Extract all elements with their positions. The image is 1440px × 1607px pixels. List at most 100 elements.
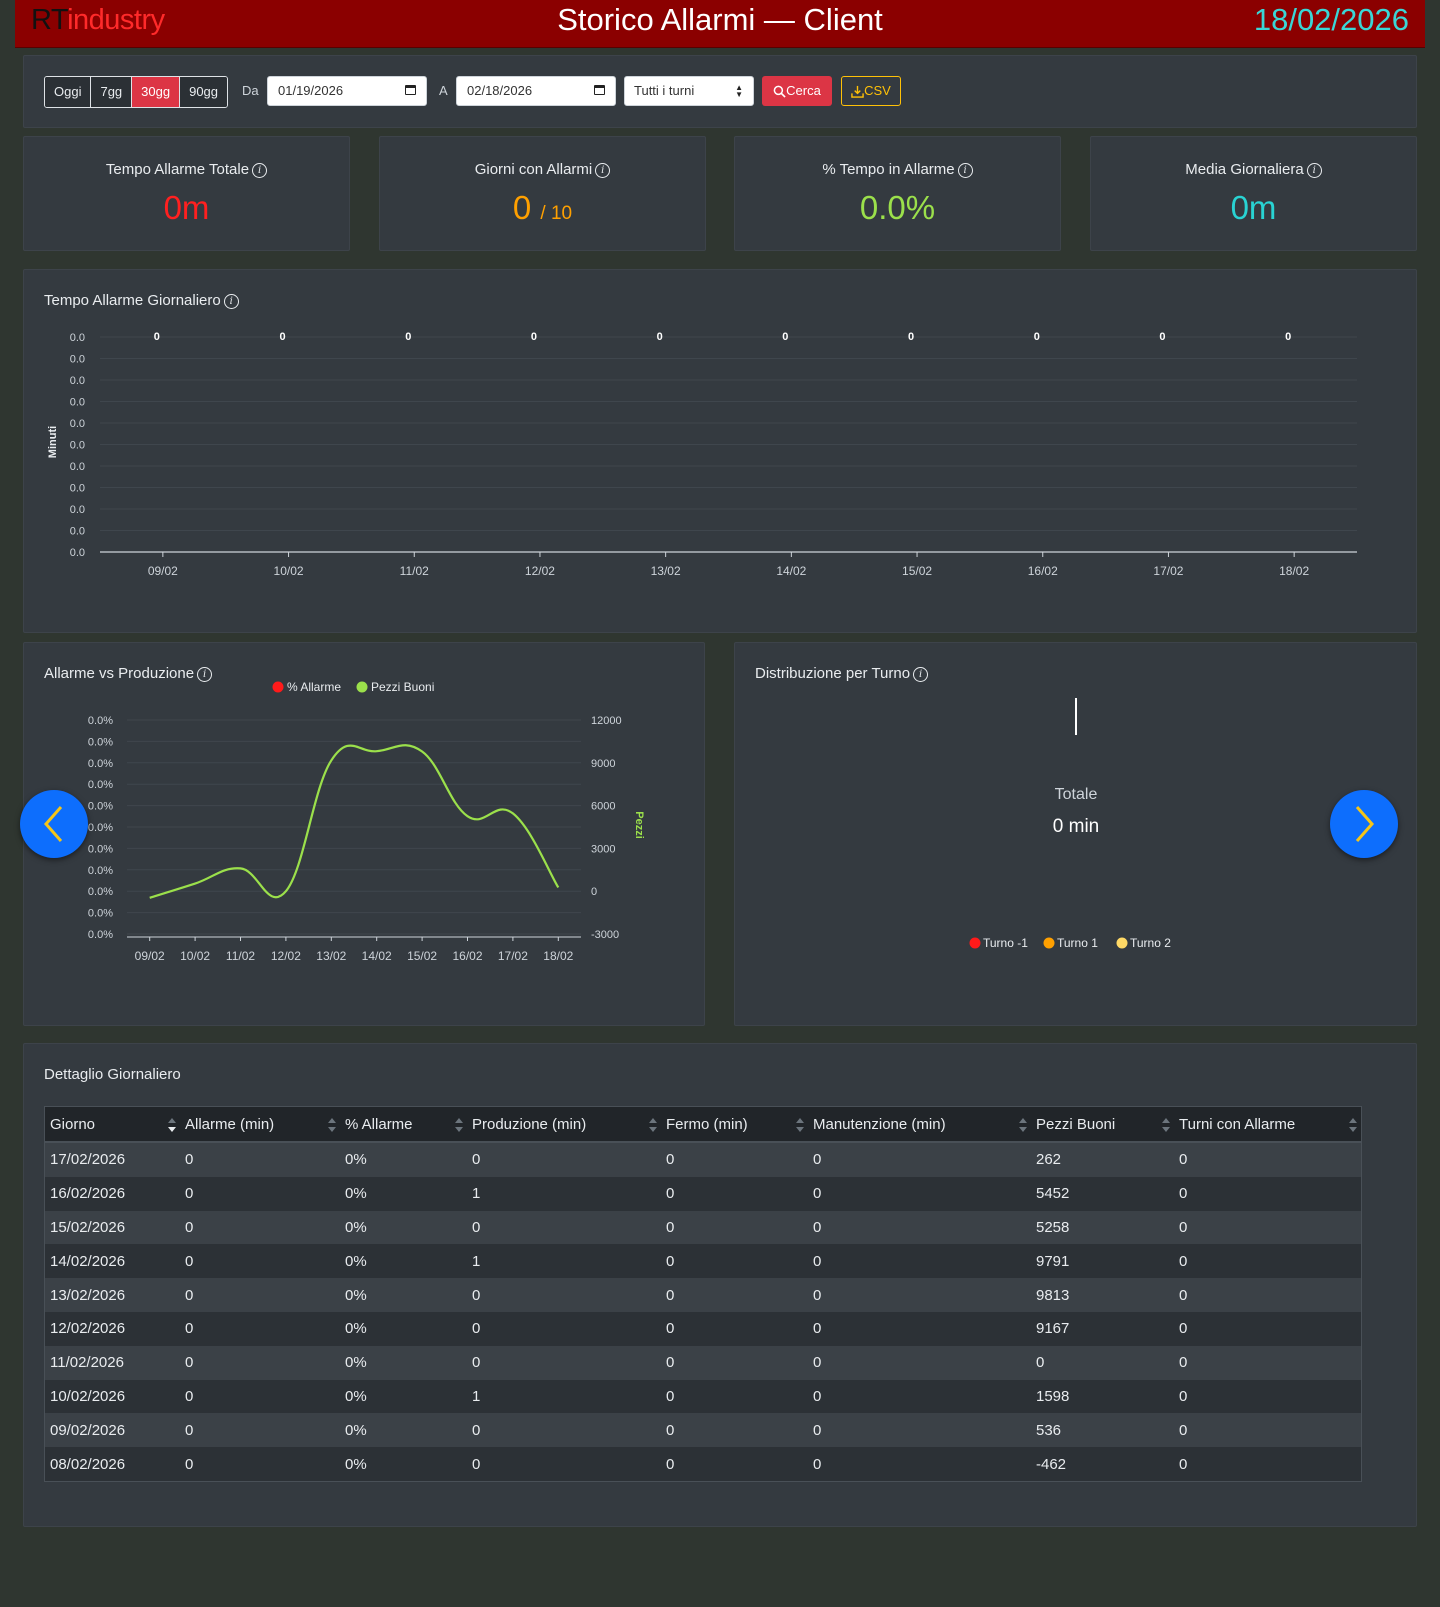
y-right-axis-title: Pezzi xyxy=(633,811,645,839)
table-body: 17/02/2026 0 0% 0 0 0 262 0 16/02/2026 0 0% 1 0 0 5452… xyxy=(44,1142,1362,1482)
sort-icon[interactable] xyxy=(1162,1117,1170,1133)
sort-icon[interactable] xyxy=(649,1117,657,1133)
table-cell: 13/02/2026 xyxy=(44,1278,180,1312)
chart-title: Distribuzione per Turno xyxy=(755,665,911,682)
table-cell: 0 xyxy=(661,1176,808,1211)
series-line-good-pieces xyxy=(149,744,560,899)
y-left-tick-label: 0.0% xyxy=(88,801,113,813)
table-cell: 0 xyxy=(467,1311,661,1346)
x-tick-label: 10/02 xyxy=(274,564,304,578)
table-cell: 0 xyxy=(661,1311,808,1346)
table-cell: 0 xyxy=(1174,1244,1362,1279)
table-cell: 0 xyxy=(1174,1278,1362,1312)
daily-detail-card: Dettaglio Giornaliero Giorno Allarme (mi… xyxy=(23,1043,1417,1527)
table-cell: 0 xyxy=(180,1176,340,1211)
info-icon[interactable]: i xyxy=(197,667,213,682)
column-header-alarm-min[interactable]: Allarme (min) xyxy=(180,1106,340,1143)
bar-data-label: 0 xyxy=(908,331,914,343)
table-cell: 0% xyxy=(340,1379,467,1414)
range-button-30d[interactable]: 30gg xyxy=(132,77,181,107)
table-cell: 0 xyxy=(467,1345,661,1380)
y-right-tick-label: 6000 xyxy=(591,801,615,813)
x-tick-label: 15/02 xyxy=(902,564,932,578)
info-icon[interactable]: i xyxy=(223,294,239,309)
y-right-tick-label: 9000 xyxy=(591,758,615,770)
table-cell: 0 xyxy=(1174,1413,1362,1448)
info-icon[interactable]: i xyxy=(957,163,973,178)
y-left-tick-label: 0.0% xyxy=(88,865,113,877)
daily-alarm-chart-card: Tempo Allarme Giornaliero i 0.0 0.0 0.0 0.0 0… xyxy=(23,269,1417,633)
column-header-good-pieces[interactable]: Pezzi Buoni xyxy=(1031,1106,1174,1143)
column-header-alarm-percent[interactable]: % Allarme xyxy=(340,1106,467,1143)
download-icon xyxy=(851,85,864,98)
carousel-next-button[interactable] xyxy=(1330,790,1398,858)
brand-prefix: RT xyxy=(31,4,68,36)
search-icon xyxy=(773,85,786,98)
table-cell: 5258 xyxy=(1031,1210,1174,1245)
chart-title: Allarme vs Produzione xyxy=(44,665,195,682)
info-icon[interactable]: i xyxy=(913,667,929,682)
y-tick-label: 0.0 xyxy=(70,332,85,344)
table-cell: 0 xyxy=(808,1447,1031,1482)
table-cell: 0 xyxy=(808,1311,1031,1346)
x-tick-label: 15/02 xyxy=(407,949,437,963)
info-icon[interactable]: i xyxy=(252,163,268,178)
range-button-7d[interactable]: 7gg xyxy=(91,77,133,107)
info-icon[interactable]: i xyxy=(595,163,611,178)
column-header-downtime-min[interactable]: Fermo (min) xyxy=(661,1106,808,1143)
carousel-prev-button[interactable] xyxy=(20,790,88,858)
top-header: RTindustry Storico Allarmi — Client 18/0… xyxy=(15,0,1425,48)
sort-icon[interactable] xyxy=(796,1117,804,1133)
table-cell: 0% xyxy=(340,1244,467,1279)
table-cell: 0% xyxy=(340,1210,467,1245)
sort-icon[interactable] xyxy=(1019,1117,1027,1133)
table-cell: 0% xyxy=(340,1278,467,1312)
y-left-tick-label: 0.0% xyxy=(88,758,113,770)
table-cell: 0 xyxy=(180,1311,340,1346)
column-header-shifts-with-alarm[interactable]: Turni con Allarme xyxy=(1174,1106,1362,1143)
sort-icon[interactable] xyxy=(328,1117,336,1133)
column-header-day[interactable]: Giorno xyxy=(44,1106,180,1143)
header-date: 18/02/2026 xyxy=(1253,2,1409,37)
to-date-input[interactable]: 02/18/2026 xyxy=(456,76,616,106)
range-button-90d[interactable]: 90gg xyxy=(180,77,228,107)
range-button-today[interactable]: Oggi xyxy=(45,77,92,107)
table-cell: 0 xyxy=(180,1447,340,1482)
table-cell: 0 xyxy=(467,1278,661,1312)
shift-select[interactable]: Tutti i turni ▲ ▼ xyxy=(624,76,754,106)
calendar-icon[interactable] xyxy=(405,85,416,95)
table-cell: 0% xyxy=(340,1345,467,1380)
table-cell: 17/02/2026 xyxy=(44,1142,180,1177)
x-tick-label: 14/02 xyxy=(776,564,806,578)
y-left-tick-label: 0.0% xyxy=(88,822,113,834)
column-header-maintenance-min[interactable]: Manutenzione (min) xyxy=(808,1106,1031,1143)
table-cell: 0 xyxy=(808,1278,1031,1312)
table-cell: 0 xyxy=(1174,1311,1362,1346)
from-date-input[interactable]: 01/19/2026 xyxy=(267,76,427,106)
table-cell: 0 xyxy=(808,1176,1031,1211)
bar-data-label: 0 xyxy=(1034,331,1040,343)
search-button[interactable]: Cerca xyxy=(762,76,832,106)
kpi-card-daily-average: Media Giornaliera i 0m xyxy=(1090,136,1417,251)
csv-export-button[interactable]: CSV xyxy=(841,76,901,106)
table-cell: 0 xyxy=(808,1210,1031,1245)
table-cell: 10/02/2026 xyxy=(44,1379,180,1414)
table-cell: 0 xyxy=(1174,1379,1362,1414)
brand-logo: RTindustry xyxy=(31,4,165,37)
calendar-icon[interactable] xyxy=(594,85,605,95)
table-cell: 0 xyxy=(467,1142,661,1177)
y-left-tick-label: 0.0% xyxy=(88,736,113,748)
y-left-tick-label: 0.0% xyxy=(88,779,113,791)
table-cell: 14/02/2026 xyxy=(44,1244,180,1279)
table-cell: 0% xyxy=(340,1176,467,1211)
sort-icon[interactable] xyxy=(1349,1117,1357,1133)
info-icon[interactable]: i xyxy=(1306,163,1322,178)
y-tick-label: 0.0 xyxy=(70,440,85,452)
bar-data-label: 0 xyxy=(657,331,663,343)
column-header-production-min[interactable]: Produzione (min) xyxy=(467,1106,661,1143)
sort-desc-icon[interactable] xyxy=(168,1117,176,1133)
csv-button-label: CSV xyxy=(864,83,891,98)
y-tick-label: 0.0 xyxy=(70,461,85,473)
sort-icon[interactable] xyxy=(455,1117,463,1133)
shift-select-value: Tutti i turni xyxy=(634,83,695,98)
